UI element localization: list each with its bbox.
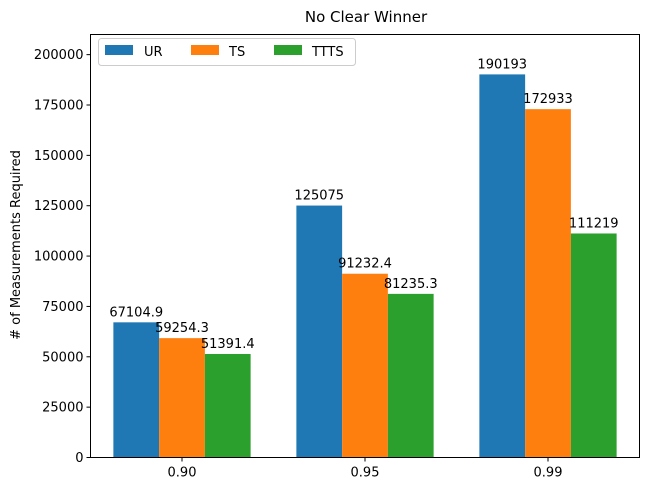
y-axis-label: # of Measurements Required [9,150,24,340]
legend-item-ttts: TTTS [274,45,344,60]
data-label-ur: 190193 [477,57,527,72]
data-label-ur: 125075 [294,189,344,204]
bar-ur [296,205,343,458]
data-label-ttts: 81235.3 [384,277,438,292]
y-tick-label: 150000 [34,149,84,164]
data-label-ttts: 51391.4 [201,337,255,352]
bar-ttts [387,293,434,458]
bar-series-group [113,74,617,458]
x-tick-label: 0.95 [351,466,380,481]
y-tick-label: 125000 [34,199,84,214]
legend-swatch-ur [105,45,133,55]
data-label-ts: 59254.3 [155,321,209,336]
bar-ur [113,322,160,458]
y-tick-label: 100000 [34,250,84,265]
legend-item-ts: TS [191,45,245,60]
legend-label-ttts: TTTS [311,45,344,60]
bar-ur [479,74,526,458]
x-tick-label: 0.99 [534,466,563,481]
data-label-ttts: 111219 [569,216,619,231]
data-label-ts: 91232.4 [338,257,392,272]
data-label-ts: 172933 [523,92,573,107]
legend-swatch-ttts [274,45,302,55]
legend-label-ur: UR [144,45,163,60]
y-tick-label: 50000 [42,350,83,365]
chart-title: No Clear Winner [305,8,428,26]
y-tick-label: 25000 [42,401,83,416]
y-axis-ticks: 0 25000 50000 75000 100000 125000 150000 175000… [34,48,91,466]
y-tick-label: 0 [75,451,83,466]
x-axis-ticks: 0.90 0.95 0.99 [168,457,563,481]
legend: UR TS TTTS [98,38,356,66]
legend-item-ur: UR [105,45,163,60]
y-tick-label: 75000 [42,300,83,315]
bar-ttts [570,233,617,458]
data-labels-group: 67104.9 125075 190193 59254.3 91232.4 172933 5… [109,57,618,352]
plot-frame [90,34,640,458]
y-tick-label: 175000 [34,99,84,114]
legend-label-ts: TS [228,45,245,60]
x-tick-label: 0.90 [168,466,197,481]
bar-ts [342,273,388,458]
bar-ttts [204,353,251,458]
bar-ts [525,109,571,458]
data-label-ur: 67104.9 [109,305,163,320]
bar-ts [159,338,205,458]
y-tick-label: 200000 [34,48,84,63]
legend-swatch-ts [191,45,219,55]
